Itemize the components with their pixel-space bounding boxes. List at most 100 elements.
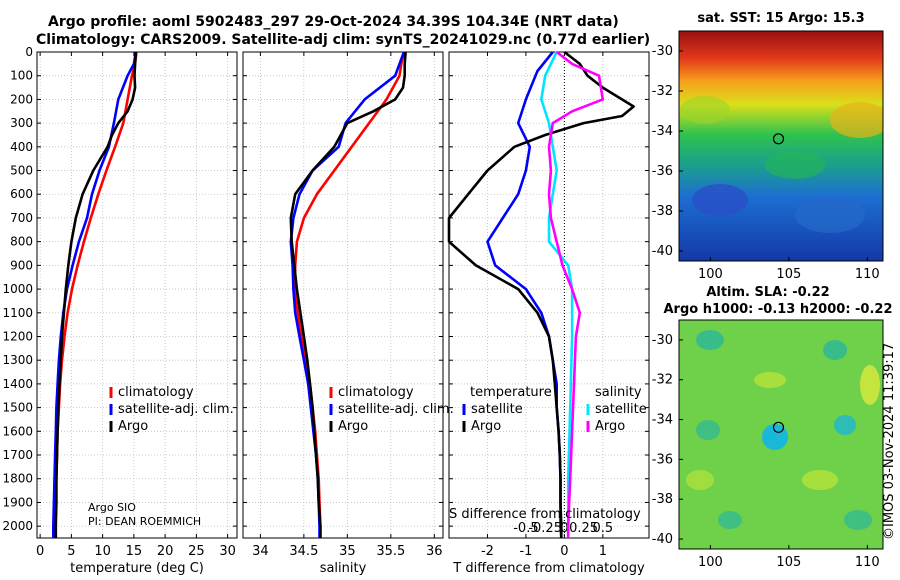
x-tick-label: 30 (219, 544, 236, 559)
legend-label-argo: Argo (338, 419, 368, 434)
y-tick-label: 1500 (2, 401, 33, 415)
y-tick-label: 1800 (2, 472, 33, 486)
sla-map-axes: 100 105 110 -30 -32 -34 -36 -38 -40 (652, 333, 880, 570)
salinity-legend: climatology satellite-adj. clim. Argo (329, 385, 454, 434)
sla-map-title: Altim. SLA: -0.22 (706, 285, 829, 300)
sst-map-panel: sat. SST: 15 Argo: 15.3 100 105 110 -30 -32 -… (652, 11, 884, 282)
x-tick-label: 5 (67, 544, 75, 559)
x-tick-label: 110 (855, 267, 880, 282)
y-tick-label: -34 (652, 124, 673, 139)
legend-label-temp-argo: Argo (471, 419, 501, 434)
x-tick-label: -2 (481, 544, 494, 559)
argo-location-marker (772, 421, 785, 433)
temperature-panel: 0100200300400500600700800900100011001200… (2, 45, 238, 576)
sal-tick-label: 0 (560, 521, 568, 536)
temperature-legend: climatology satellite-adj. clim. Argo (109, 385, 234, 434)
plot-title-line1: Argo profile: aoml 5902483_297 29-Oct-20… (48, 14, 619, 30)
sla-low-patch (718, 511, 742, 529)
sla-map-frame (678, 319, 884, 550)
legend-label-satellite: satellite-adj. clim. (118, 402, 234, 417)
sst-map-title: sat. SST: 15 Argo: 15.3 (697, 11, 864, 26)
sal-tick-label: 0.25 (569, 521, 598, 536)
sst-map-axes: 100 105 110 -30 -32 -34 -36 -38 -40 (652, 44, 880, 282)
series-line (539, 51, 574, 538)
y-tick-label: -36 (652, 452, 673, 467)
credit-pi: PI: DEAN ROEMMICH (88, 515, 201, 528)
legend-label-sal-argo: Argo (595, 419, 625, 434)
x-axis-label: salinity (320, 561, 367, 576)
x-tick-label: 34 (252, 544, 269, 559)
axes-frame (36, 51, 238, 539)
diff-temperature-legend: temperature satellite Argo (462, 385, 552, 434)
y-tick-label: -30 (652, 44, 673, 59)
y-tick-label: 600 (10, 187, 33, 201)
legend-label-temp-satellite: satellite (471, 402, 523, 417)
sal-tick-label: 0.5 (593, 521, 614, 536)
sst-warm-patch (830, 102, 883, 138)
sla-low-patch (762, 424, 788, 450)
credit-agency: Argo SIO (88, 501, 136, 514)
diff-salinity-legend: salinity satellite Argo (586, 385, 647, 434)
argo-location-marker (772, 133, 785, 145)
y-tick-label: -40 (652, 244, 673, 259)
sst-cold-patch (795, 197, 865, 233)
x-tick-label: 25 (188, 544, 205, 559)
x-tick-label: 100 (698, 267, 723, 282)
sla-low-patch (834, 415, 856, 435)
y-tick-label: 1200 (2, 329, 33, 343)
legend-label-climatology: climatology (338, 385, 414, 400)
y-tick-label: 1600 (2, 424, 33, 438)
x-tick-label: 20 (157, 544, 174, 559)
y-tick-label: -32 (652, 84, 673, 99)
y-tick-label: -36 (652, 164, 673, 179)
x-tick-label: 105 (776, 267, 801, 282)
legend-label-argo: Argo (118, 419, 148, 434)
sla-high-patch (802, 470, 838, 490)
y-tick-label: -30 (652, 333, 673, 348)
sla-map-panel: Altim. SLA: -0.22 Argo h1000: -0.13 h200… (652, 285, 893, 570)
legend-label-climatology: climatology (118, 385, 194, 400)
legend-label-satellite: satellite-adj. clim. (338, 402, 454, 417)
sst-map-frame (678, 30, 884, 262)
imos-watermark: ©IMOS 03-Nov-2024 11:39:17 (882, 343, 897, 540)
series-line (547, 50, 605, 538)
x-tick-label: 35.5 (376, 544, 405, 559)
y-tick-label: 700 (10, 211, 33, 225)
y-tick-label: 1000 (2, 282, 33, 296)
sal-tick-label: -0.5 (513, 521, 538, 536)
sal-tick-label: -0.25 (528, 521, 562, 536)
y-tick-label: 2000 (2, 519, 33, 533)
series-line (447, 50, 635, 538)
x-tick-label: 1 (599, 544, 607, 559)
y-tick-label: -34 (652, 413, 673, 428)
x-tick-label: 15 (126, 544, 143, 559)
sla-low-patch (696, 330, 724, 350)
salinity-panel: 34 34.5 35 35.5 36 salinity (242, 51, 444, 576)
y-tick-label: 200 (10, 92, 33, 106)
y-tick-label: 500 (10, 164, 33, 178)
y-tick-label: 1100 (2, 306, 33, 320)
series-line (289, 51, 407, 538)
x-axis-label: T difference from climatology (452, 561, 645, 576)
y-tick-label: 900 (10, 258, 33, 272)
sla-high-patch (754, 372, 786, 388)
series-line (54, 51, 138, 538)
y-tick-label: -38 (652, 492, 673, 507)
plot-title-line2: Climatology: CARS2009. Satellite-adj cli… (36, 32, 651, 48)
sst-warm-patch (765, 151, 825, 179)
y-tick-label: 300 (10, 116, 33, 130)
x-tick-label: 100 (698, 555, 723, 570)
x-tick-label: 36 (426, 544, 443, 559)
x-tick-label: 0 (560, 544, 568, 559)
x-tick-label: -1 (519, 544, 532, 559)
y-tick-label: 1700 (2, 448, 33, 462)
y-tick-label: 100 (10, 69, 33, 83)
legend-title-salinity: salinity (595, 385, 642, 400)
y-tick-label: 400 (10, 140, 33, 154)
sst-warm-patch (680, 96, 730, 124)
x-tick-label: 34.5 (289, 544, 318, 559)
sla-low-patch (696, 420, 720, 440)
sla-map-subtitle: Argo h1000: -0.13 h2000: -0.22 (663, 302, 892, 317)
sla-low-patch (844, 510, 872, 530)
